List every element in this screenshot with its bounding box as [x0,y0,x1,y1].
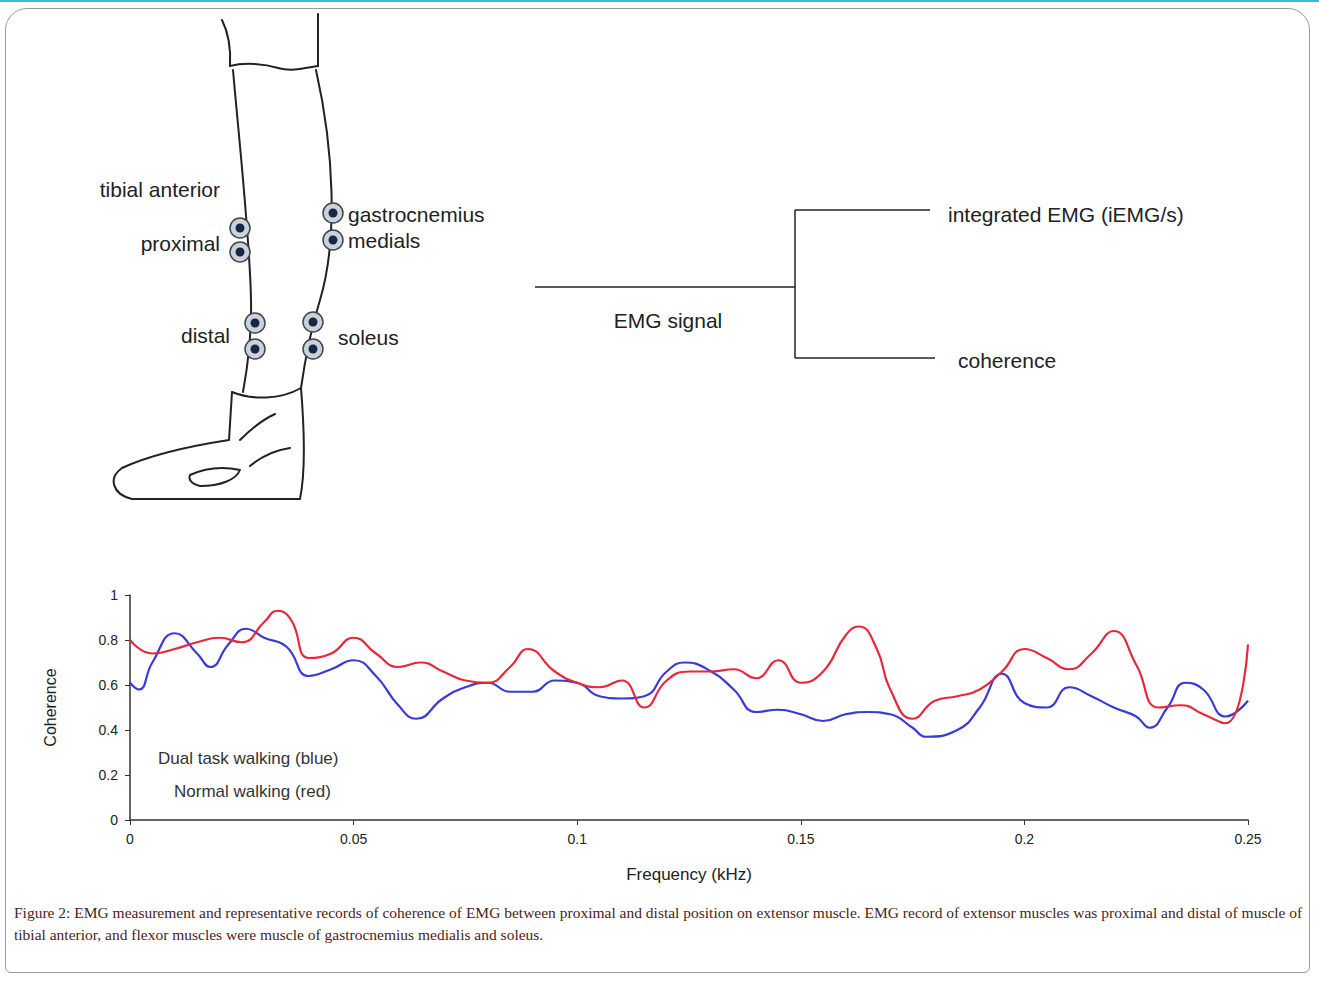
svg-text:distal: distal [181,324,230,347]
svg-text:0.6: 0.6 [99,677,119,693]
svg-text:integrated EMG (iEMG/s): integrated EMG (iEMG/s) [948,203,1184,226]
svg-text:coherence: coherence [958,349,1056,372]
svg-text:EMG signal: EMG signal [614,309,723,332]
svg-text:tibial anterior: tibial anterior [100,178,220,201]
svg-text:proximal: proximal [141,232,220,255]
svg-text:0.2: 0.2 [99,767,119,783]
svg-text:0: 0 [126,831,134,847]
svg-text:0.05: 0.05 [340,831,367,847]
svg-text:medials: medials [348,229,420,252]
html-text:Figure 2: EMG measurement and: Figure 2: EMG measurement and representa… [14,904,1303,943]
svg-text:0.2: 0.2 [1015,831,1035,847]
svg-text:1: 1 [110,587,118,603]
svg-text:0.4: 0.4 [99,722,119,738]
svg-text:Dual task walking (blue): Dual task walking (blue) [158,749,338,768]
svg-text:Normal walking (red): Normal walking (red) [174,782,331,801]
svg-text:0: 0 [110,812,118,828]
svg-text:Coherence: Coherence [42,668,59,746]
svg-text:0.8: 0.8 [99,632,119,648]
svg-text:gastrocnemius: gastrocnemius [348,203,485,226]
svg-text:0.25: 0.25 [1234,831,1261,847]
svg-text:Frequency (kHz): Frequency (kHz) [626,865,752,884]
svg-text:0.1: 0.1 [567,831,587,847]
svg-text:0.15: 0.15 [787,831,814,847]
svg-text:soleus: soleus [338,326,399,349]
